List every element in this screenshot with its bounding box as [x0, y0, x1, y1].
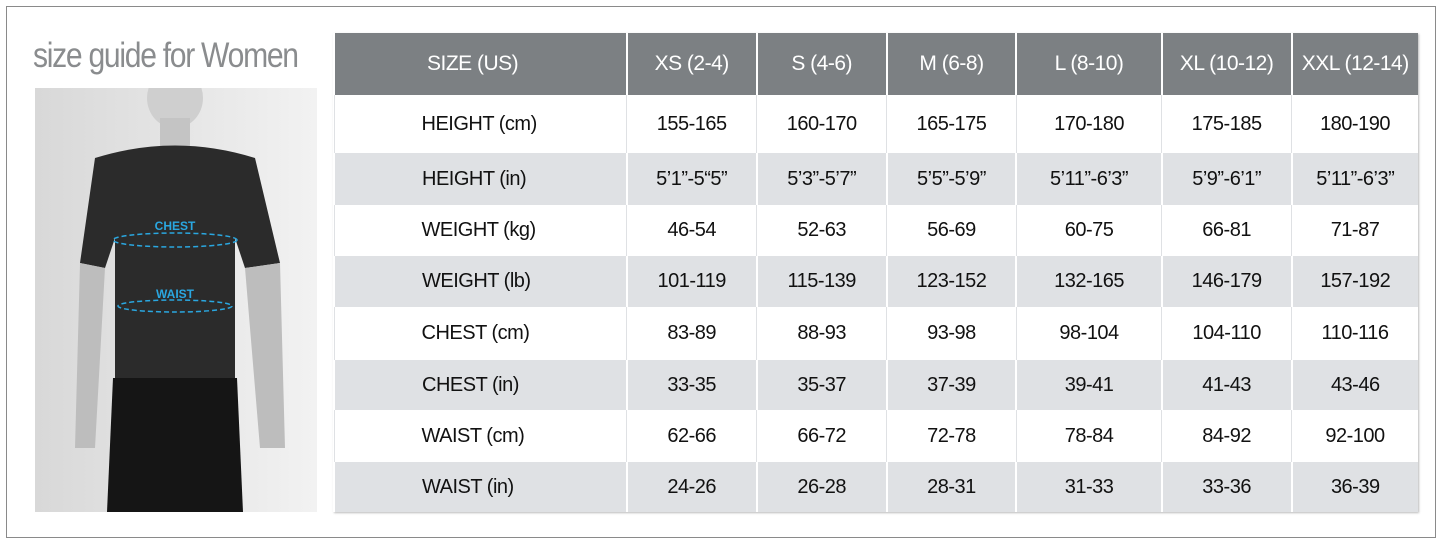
table-row: WEIGHT (kg) 46-54 52-63 56-69 60-75 66-81 71-8… [333, 205, 1418, 256]
table-cell: 83-89 [626, 307, 757, 360]
table-cell: 5’9”-6’1” [1160, 153, 1292, 205]
table-row: WEIGHT (lb) 101-119 115-139 123-152 132-165 1… [333, 256, 1418, 307]
table-cell: 26-28 [755, 462, 887, 512]
table-cell: 5’5”-5’9” [885, 153, 1017, 205]
table-cell: 24-26 [625, 462, 757, 512]
table-cell: 46-54 [626, 205, 757, 256]
column-header: XXL (12-14) [1290, 33, 1418, 95]
table-cell: 43-46 [1290, 360, 1418, 410]
table-cell: 104-110 [1161, 307, 1292, 360]
column-header: XL (10-12) [1160, 33, 1292, 95]
table-cell: 71-87 [1291, 205, 1418, 256]
table-cell: 115-139 [755, 256, 887, 307]
table-cell: 84-92 [1161, 410, 1292, 462]
column-header: S (4-6) [755, 33, 887, 95]
table-cell: 36-39 [1290, 462, 1418, 512]
row-label: WAIST (in) [333, 462, 627, 512]
column-header: L (8-10) [1015, 33, 1162, 95]
row-label: WEIGHT (kg) [333, 205, 627, 256]
table-cell: 56-69 [886, 205, 1017, 256]
table-cell: 92-100 [1291, 410, 1418, 462]
table-cell: 175-185 [1161, 95, 1292, 153]
row-label: WEIGHT (lb) [333, 256, 627, 307]
size-table: SIZE (US) XS (2-4) S (4-6) M (6-8) L (8-10) X… [333, 33, 1418, 512]
table-cell: 155-165 [626, 95, 757, 153]
table-cell: 66-72 [756, 410, 887, 462]
table-cell: 146-179 [1160, 256, 1292, 307]
table-row: WAIST (in) 24-26 26-28 28-31 31-33 33-36 36-39 [333, 462, 1418, 512]
table-cell: 28-31 [885, 462, 1017, 512]
title: size guide for Women [33, 36, 299, 75]
table-cell: 72-78 [886, 410, 1017, 462]
column-header: SIZE (US) [333, 33, 627, 95]
table-row: WAIST (cm) 62-66 66-72 72-78 78-84 84-92 92-10… [333, 410, 1418, 462]
table-cell: 5’11”-6’3” [1290, 153, 1418, 205]
row-label: HEIGHT (cm) [333, 95, 627, 153]
column-header: XS (2-4) [625, 33, 757, 95]
table-cell: 41-43 [1160, 360, 1292, 410]
table-cell: 132-165 [1015, 256, 1162, 307]
table-cell: 35-37 [755, 360, 887, 410]
table-cell: 33-35 [625, 360, 757, 410]
table-cell: 5’1”-5“5” [625, 153, 757, 205]
table-cell: 110-116 [1291, 307, 1418, 360]
table-row: CHEST (cm) 83-89 88-93 93-98 98-104 104-110 11… [333, 307, 1418, 360]
waist-label: WAIST [156, 287, 195, 301]
row-label: WAIST (cm) [333, 410, 627, 462]
table-cell: 78-84 [1015, 410, 1162, 462]
table-cell: 62-66 [626, 410, 757, 462]
table-cell: 60-75 [1015, 205, 1162, 256]
table-cell: 93-98 [886, 307, 1017, 360]
table-row: HEIGHT (cm) 155-165 160-170 165-175 170-180 1… [333, 95, 1418, 153]
table-cell: 101-119 [625, 256, 757, 307]
model-photo: CHEST WAIST [35, 88, 317, 512]
table-cell: 98-104 [1015, 307, 1162, 360]
table-cell: 123-152 [885, 256, 1017, 307]
table-cell: 66-81 [1161, 205, 1292, 256]
chest-label: CHEST [155, 219, 196, 233]
table-cell: 39-41 [1015, 360, 1162, 410]
table-row: HEIGHT (in) 5’1”-5“5” 5’3”-5’7” 5’5”-5’9” 5’… [333, 153, 1418, 205]
table-cell: 170-180 [1015, 95, 1162, 153]
header-row: SIZE (US) XS (2-4) S (4-6) M (6-8) L (8-10) X… [333, 33, 1418, 95]
row-label: CHEST (in) [333, 360, 627, 410]
table-cell: 5’3”-5’7” [755, 153, 887, 205]
table-cell: 5’11”-6’3” [1015, 153, 1162, 205]
column-header: M (6-8) [885, 33, 1017, 95]
row-label: HEIGHT (in) [333, 153, 627, 205]
table-cell: 52-63 [756, 205, 887, 256]
table-cell: 37-39 [885, 360, 1017, 410]
frame [6, 6, 1436, 538]
table-cell: 160-170 [756, 95, 887, 153]
table-row: CHEST (in) 33-35 35-37 37-39 39-41 41-43 43-46 [333, 360, 1418, 410]
table-cell: 33-36 [1160, 462, 1292, 512]
table-cell: 165-175 [886, 95, 1017, 153]
row-label: CHEST (cm) [333, 307, 627, 360]
table-cell: 31-33 [1015, 462, 1162, 512]
table-cell: 157-192 [1290, 256, 1418, 307]
table-cell: 180-190 [1291, 95, 1418, 153]
table-cell: 88-93 [756, 307, 887, 360]
